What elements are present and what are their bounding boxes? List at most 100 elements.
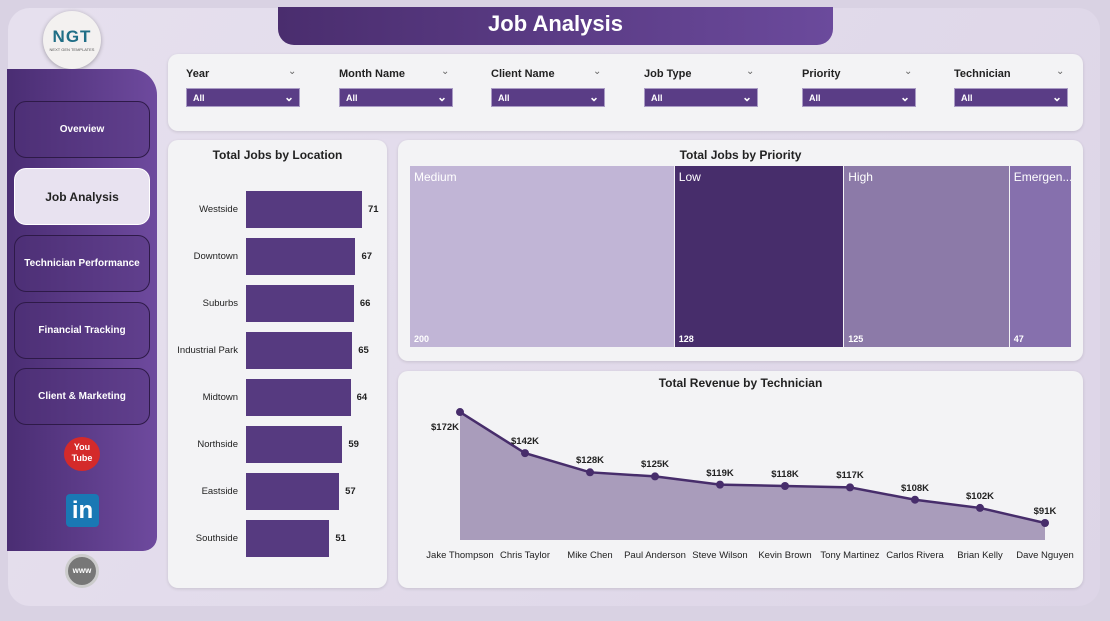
x-tick-label: Brian Kelly [957, 550, 1003, 561]
filter-dropdown[interactable]: All ⌄ [954, 88, 1068, 107]
bar[interactable] [246, 379, 351, 416]
chevron-down-icon: ⌄ [741, 90, 752, 104]
treemap-tile[interactable]: Emergen... 47 [1009, 166, 1071, 347]
area-fill [460, 412, 1045, 540]
data-point[interactable] [976, 503, 984, 512]
filter-label: Month Name [339, 68, 405, 80]
bar-label: Midtown [202, 392, 238, 403]
x-tick-label: Jake Thompson [426, 550, 494, 561]
web-icon[interactable]: www [65, 554, 99, 588]
x-tick-label: Steve Wilson [692, 550, 748, 561]
nav-client-marketing[interactable]: Client & Marketing [14, 368, 150, 425]
bar-label: Eastside [201, 486, 238, 497]
data-label: $128K [576, 455, 604, 467]
x-tick-label: Dave Nguyen [1016, 550, 1074, 561]
tile-value: 47 [1013, 334, 1024, 344]
collapse-chevron-icon[interactable]: ⌄ [1056, 66, 1065, 77]
bar-value: 65 [358, 345, 369, 356]
data-point[interactable] [1041, 519, 1049, 527]
youtube-icon[interactable]: You Tube [64, 437, 100, 471]
data-point[interactable] [456, 408, 464, 417]
bar[interactable] [246, 332, 353, 369]
collapse-chevron-icon[interactable]: ⌄ [904, 66, 913, 77]
chart-title: Total Jobs by Location [212, 148, 343, 162]
linkedin-icon[interactable]: in [66, 494, 99, 527]
bar[interactable] [246, 191, 362, 228]
filter-label: Technician [954, 68, 1011, 80]
bar[interactable] [246, 238, 356, 275]
x-tick-label: Mike Chen [567, 550, 613, 561]
treemap-tile[interactable]: Medium 200 [410, 166, 674, 347]
data-point[interactable] [651, 472, 659, 481]
chevron-down-icon: ⌄ [436, 90, 447, 104]
chevron-down-icon: ⌄ [1051, 90, 1062, 104]
bar-label: Industrial Park [177, 345, 238, 356]
bar[interactable] [246, 285, 354, 322]
chevron-down-icon: ⌄ [899, 90, 910, 104]
data-label: $118K [771, 469, 799, 480]
bar-value: 57 [345, 486, 356, 497]
chevron-down-icon: ⌄ [283, 90, 294, 104]
data-point[interactable] [586, 468, 594, 477]
collapse-chevron-icon[interactable]: ⌄ [746, 66, 755, 77]
filter-dropdown[interactable]: All ⌄ [802, 88, 916, 107]
x-tick-label: Tony Martinez [820, 550, 880, 561]
nav-financial-tracking[interactable]: Financial Tracking [14, 302, 150, 359]
bar-value: 51 [335, 533, 346, 544]
data-point[interactable] [911, 495, 919, 504]
data-label: $117K [836, 470, 864, 482]
bar-label: Northside [197, 439, 238, 450]
nav-label: Financial Tracking [38, 325, 126, 336]
bar-value: 67 [361, 251, 373, 262]
treemap-tile[interactable]: High 125 [844, 166, 1009, 347]
nav-overview[interactable]: Overview [14, 101, 150, 158]
nav-label: Job Analysis [45, 189, 119, 204]
filter-dropdown[interactable]: All ⌄ [339, 88, 453, 107]
chart-title: Total Jobs by Priority [679, 148, 802, 162]
data-point[interactable] [846, 483, 854, 492]
bar-label: Westside [199, 204, 238, 215]
logo: NGT NEXT GEN TEMPLATES [43, 11, 101, 69]
bar-label: Southside [195, 533, 238, 544]
filter-label: Year [186, 68, 210, 80]
bar[interactable] [246, 473, 340, 510]
nav-job-analysis[interactable]: Job Analysis [14, 168, 150, 225]
collapse-chevron-icon[interactable]: ⌄ [288, 66, 297, 77]
filter-dropdown[interactable]: All ⌄ [491, 88, 605, 107]
nav-technician-performance[interactable]: Technician Performance [14, 235, 150, 292]
data-label: $102K [966, 490, 994, 502]
filter-dropdown[interactable]: All ⌄ [186, 88, 300, 107]
chevron-down-icon: ⌄ [588, 90, 599, 104]
tile-value: 125 [848, 334, 864, 344]
collapse-chevron-icon[interactable]: ⌄ [441, 66, 450, 77]
nav-label: Technician Performance [24, 258, 140, 269]
bar-value: 71 [368, 204, 379, 215]
nav-label: Overview [59, 124, 105, 135]
data-label: $119K [706, 467, 734, 479]
nav-label: Client & Marketing [38, 391, 126, 402]
bar[interactable] [246, 520, 330, 557]
x-tick-label: Kevin Brown [758, 550, 812, 561]
bar[interactable] [246, 426, 343, 463]
data-point[interactable] [521, 449, 529, 458]
filter-label: Priority [802, 68, 841, 80]
page-title: Job Analysis [278, 7, 833, 45]
x-tick-label: Carlos Rivera [886, 550, 944, 561]
filter-label: Job Type [644, 68, 692, 80]
data-point[interactable] [781, 482, 789, 491]
tile-label: Emergen... [1013, 170, 1071, 184]
bar-value: 66 [359, 298, 371, 309]
tile-label: Low [678, 170, 701, 184]
collapse-chevron-icon[interactable]: ⌄ [593, 66, 602, 77]
data-label: $108K [901, 482, 929, 494]
data-label: $125K [641, 459, 669, 471]
chart-title: Total Revenue by Technician [658, 376, 823, 390]
filter-dropdown[interactable]: All ⌄ [644, 88, 758, 107]
x-tick-label: Chris Taylor [500, 550, 550, 561]
bar-value: 64 [356, 392, 368, 403]
bar-value: 59 [348, 439, 359, 450]
data-point[interactable] [716, 480, 724, 489]
treemap-tile[interactable]: Low 128 [674, 166, 844, 347]
x-tick-label: Paul Anderson [624, 550, 686, 561]
